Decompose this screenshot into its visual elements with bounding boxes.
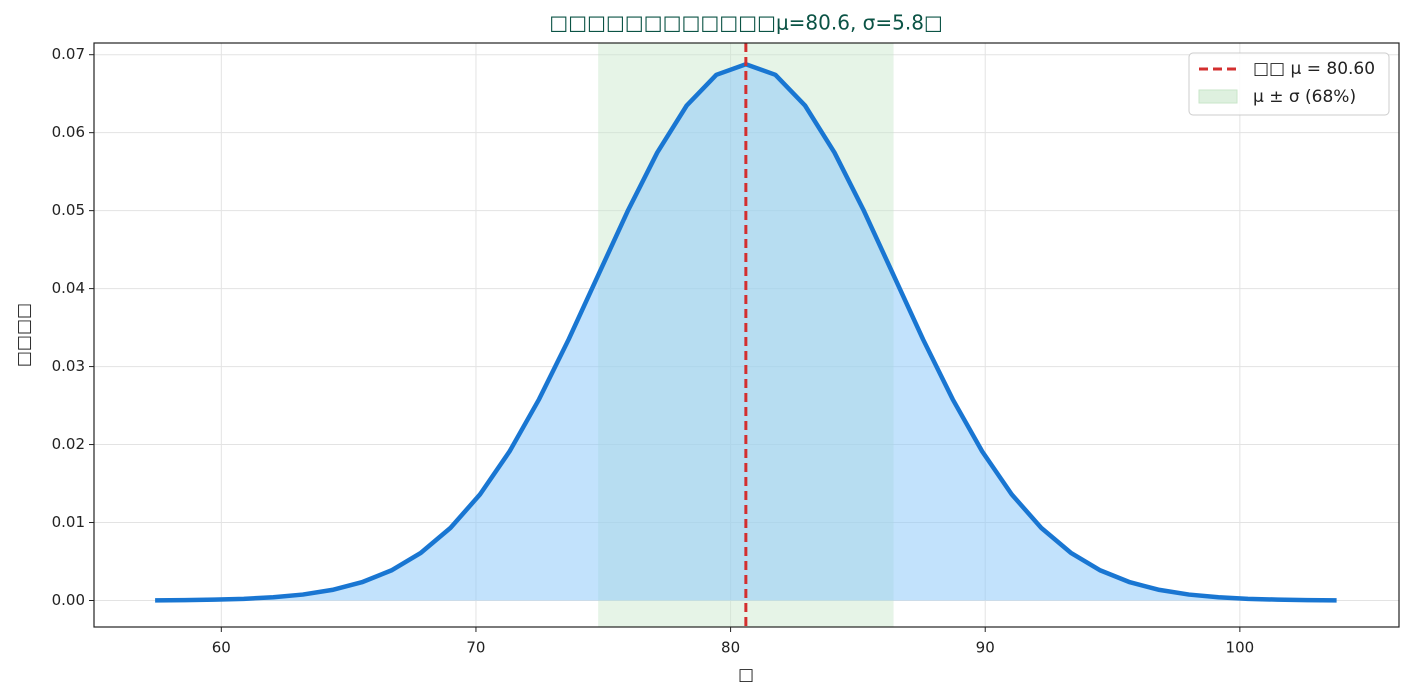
- x-tick-label: 90: [976, 639, 995, 657]
- x-tick-label: 80: [721, 639, 740, 657]
- y-tick-label: 0.06: [52, 123, 85, 141]
- y-tick-label: 0.07: [52, 45, 85, 63]
- x-axis-label: □: [738, 665, 754, 685]
- y-tick-label: 0.03: [52, 357, 85, 375]
- x-tick-label: 100: [1226, 639, 1255, 657]
- y-tick-label: 0.01: [52, 513, 85, 531]
- legend-band-swatch: [1198, 89, 1238, 104]
- y-tick-label: 0.02: [52, 435, 85, 453]
- y-tick-label: 0.00: [52, 591, 85, 609]
- y-axis-label: □□□□: [14, 303, 34, 367]
- x-tick-label: 60: [212, 639, 231, 657]
- x-tick-label: 70: [466, 639, 485, 657]
- area: [155, 64, 1337, 601]
- y-tick-label: 0.04: [52, 279, 85, 297]
- chart-title: □□□□□□□□□□□□μ=80.6, σ=5.8□: [549, 11, 943, 35]
- plot-frame: [93, 42, 1400, 628]
- legend-box: [1188, 52, 1390, 116]
- y-tick-label: 0.05: [52, 201, 85, 219]
- legend-label: μ ± σ (68%): [1253, 87, 1356, 107]
- legend-label: □□ μ = 80.60: [1253, 59, 1375, 79]
